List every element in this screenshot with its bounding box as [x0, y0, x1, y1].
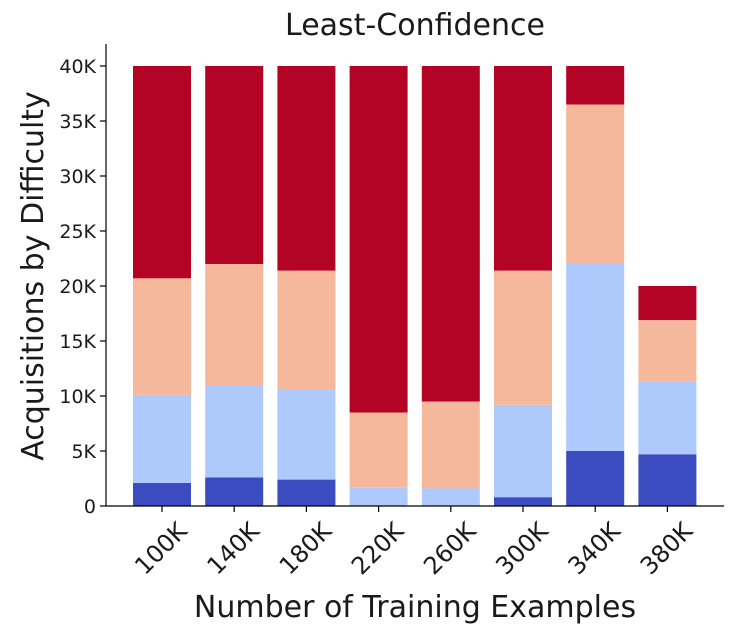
chart-title: Least-Confidence: [285, 8, 545, 43]
y-tick-label: 30K: [59, 166, 96, 188]
bar-segment-220K-level-4: [349, 66, 408, 413]
bar-segment-220K-level-3: [349, 412, 408, 488]
x-tick-label-300K: 300K: [490, 516, 554, 580]
bar-segment-180K-level-1: [277, 479, 336, 506]
x-tick-label-340K: 340K: [563, 516, 627, 580]
y-tick-label: 15K: [59, 331, 96, 353]
bar-segment-140K-level-2: [205, 385, 264, 478]
bar-segment-260K-level-4: [421, 66, 480, 402]
bar-segment-140K-level-1: [205, 477, 264, 506]
bar-segment-380K-level-1: [638, 454, 697, 506]
x-axis-label: Number of Training Examples: [194, 590, 636, 625]
bar-segment-180K-level-3: [277, 270, 336, 390]
y-ticks-group: 0 5K 10K 15K 20K 25K 30K 35K 40K: [59, 56, 106, 518]
bar-segment-340K-level-2: [566, 264, 625, 451]
x-tick-label-380K: 380K: [635, 516, 699, 580]
bar-segment-380K-level-3: [638, 320, 697, 382]
bar-segment-260K-level-3: [421, 401, 480, 489]
bar-segment-380K-level-4: [638, 286, 697, 321]
y-tick-label: 0: [84, 496, 96, 518]
bar-segment-180K-level-4: [277, 66, 336, 271]
bar-segment-100K-level-4: [133, 66, 191, 279]
bars-group: [133, 66, 697, 506]
y-tick-label: 5K: [71, 441, 96, 463]
bar-segment-380K-level-2: [638, 381, 697, 455]
bar-segment-100K-level-1: [133, 482, 191, 506]
y-tick-label: 20K: [59, 276, 96, 298]
x-tick-label-100K: 100K: [129, 516, 193, 580]
x-tick-label-180K: 180K: [274, 516, 338, 580]
bar-segment-340K-level-3: [566, 104, 625, 264]
bar-segment-340K-level-1: [566, 451, 625, 506]
y-tick-label: 35K: [59, 111, 96, 133]
bar-segment-300K-level-4: [494, 66, 552, 271]
bar-segment-220K-level-2: [349, 487, 408, 506]
y-tick-label: 40K: [59, 56, 96, 78]
bar-segment-100K-level-3: [133, 278, 191, 395]
bar-segment-300K-level-3: [494, 270, 552, 405]
bar-segment-180K-level-2: [277, 389, 336, 480]
x-ticks-group: 100K 140K 180K 220K 260K 300K 340K 380K: [129, 506, 699, 580]
bar-segment-100K-level-2: [133, 394, 191, 483]
x-tick-label-220K: 220K: [346, 516, 410, 580]
bar-segment-260K-level-2: [421, 488, 480, 506]
bar-segment-300K-level-1: [494, 497, 552, 506]
x-tick-label-140K: 140K: [202, 516, 266, 580]
y-axis-label: Acquisitions by Difficulty: [16, 91, 51, 461]
y-tick-label: 10K: [59, 386, 96, 408]
x-tick-label-260K: 260K: [418, 516, 482, 580]
bar-segment-140K-level-3: [205, 264, 264, 385]
bar-segment-340K-level-4: [566, 66, 625, 105]
bar-segment-140K-level-4: [205, 66, 264, 264]
y-tick-label: 25K: [59, 221, 96, 243]
bar-segment-300K-level-2: [494, 404, 552, 498]
